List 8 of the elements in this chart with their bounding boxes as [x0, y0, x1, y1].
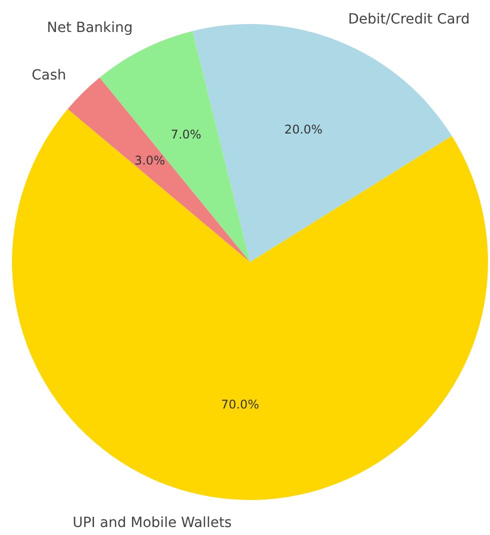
data-label: 3.0%	[134, 153, 165, 168]
data-label: 70.0%	[220, 397, 260, 412]
data-label: 20.0%	[284, 122, 323, 137]
slice-label: Net Banking	[46, 20, 133, 36]
slice-label: UPI and Mobile Wallets	[72, 515, 232, 532]
slice-label: Debit/Credit Card	[348, 11, 470, 28]
slice-label: Cash	[32, 68, 66, 84]
data-label: 7.0%	[170, 127, 202, 142]
